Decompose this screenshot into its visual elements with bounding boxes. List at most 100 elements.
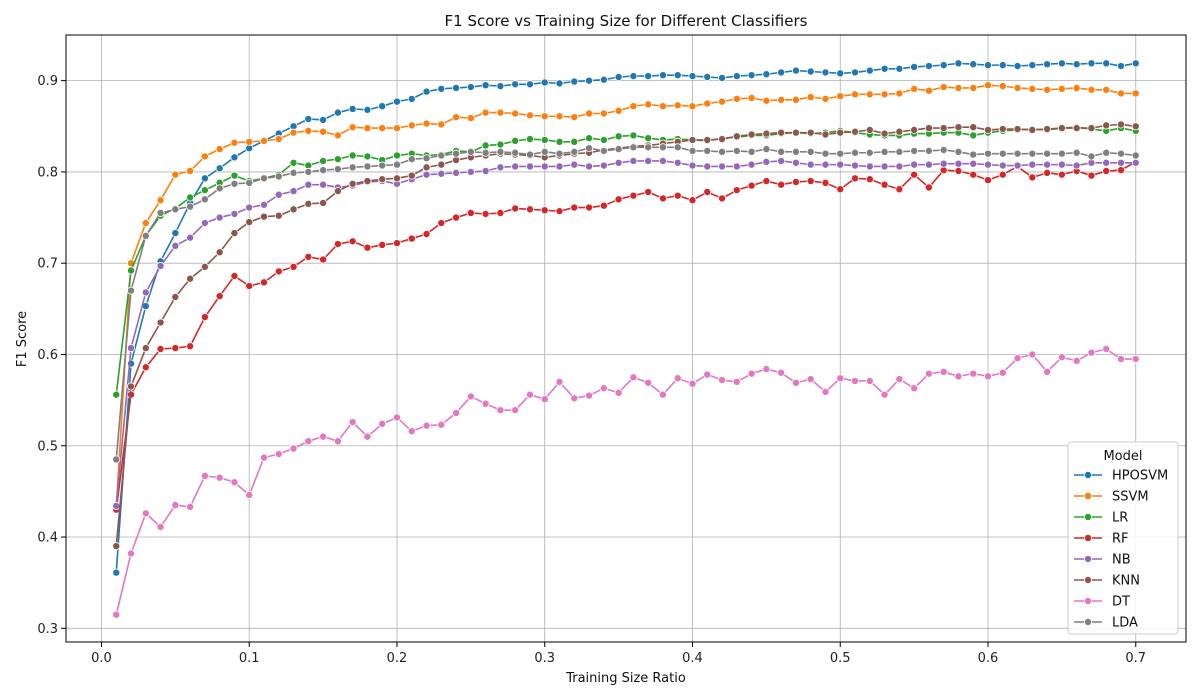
data-point-dt xyxy=(141,509,150,518)
legend-item-hposvm: HPOSVM xyxy=(1074,469,1168,484)
data-point-dt xyxy=(112,610,121,619)
data-point-rf xyxy=(156,344,165,353)
data-point-lda xyxy=(452,149,461,158)
data-point-knn xyxy=(378,175,387,184)
data-point-knn xyxy=(363,177,372,186)
data-point-knn xyxy=(200,262,209,271)
data-point-lda xyxy=(171,205,180,214)
data-point-lda xyxy=(1087,152,1096,161)
data-point-rf xyxy=(259,278,268,287)
data-point-dt xyxy=(452,408,461,417)
data-point-lda xyxy=(363,162,372,171)
data-point-lda xyxy=(984,149,993,158)
data-point-ssvm xyxy=(658,102,667,111)
data-point-lda xyxy=(658,143,667,152)
data-point-nb xyxy=(1131,158,1140,167)
data-point-nb xyxy=(806,160,815,169)
data-point-nb xyxy=(570,160,579,169)
data-point-knn xyxy=(319,198,328,207)
data-point-lda xyxy=(629,143,638,152)
data-point-rf xyxy=(363,243,372,252)
data-point-dt xyxy=(230,478,239,487)
data-point-knn xyxy=(392,174,401,183)
data-point-lr xyxy=(186,193,195,202)
data-point-rf xyxy=(422,229,431,238)
data-point-dt xyxy=(732,377,741,386)
data-point-ssvm xyxy=(1013,83,1022,92)
data-point-rf xyxy=(496,208,505,217)
data-point-lda xyxy=(688,146,697,155)
data-point-nb xyxy=(851,161,860,170)
data-point-nb xyxy=(718,162,727,171)
data-point-rf xyxy=(585,203,594,212)
y-axis-label: F1 Score xyxy=(15,311,30,367)
data-point-ssvm xyxy=(924,86,933,95)
data-point-ssvm xyxy=(319,127,328,136)
data-point-rf xyxy=(186,342,195,351)
data-point-hposvm xyxy=(585,76,594,85)
data-point-lr xyxy=(540,135,549,144)
data-point-lr xyxy=(481,141,490,150)
data-point-ssvm xyxy=(791,95,800,104)
x-tick-label: 0.0 xyxy=(91,651,112,666)
data-point-lda xyxy=(127,286,136,295)
data-point-ssvm xyxy=(171,170,180,179)
data-point-nb xyxy=(1116,158,1125,167)
data-point-lda xyxy=(215,184,224,193)
data-point-lr xyxy=(392,151,401,160)
data-point-lda xyxy=(998,149,1007,158)
data-point-lda xyxy=(703,146,712,155)
data-point-dt xyxy=(304,437,313,446)
data-point-hposvm xyxy=(1057,59,1066,68)
y-tick-label: 0.3 xyxy=(37,622,58,637)
data-point-rf xyxy=(673,191,682,200)
legend-swatch-marker xyxy=(1084,470,1093,479)
data-point-ssvm xyxy=(939,83,948,92)
data-point-rf xyxy=(969,170,978,179)
data-point-knn xyxy=(998,125,1007,134)
data-point-ssvm xyxy=(585,109,594,118)
data-point-nb xyxy=(658,156,667,165)
data-point-rf xyxy=(718,194,727,203)
data-point-dt xyxy=(924,369,933,378)
data-point-nb xyxy=(924,160,933,169)
data-point-lda xyxy=(230,179,239,188)
data-point-lda xyxy=(614,145,623,154)
data-point-lda xyxy=(112,455,121,464)
data-point-ssvm xyxy=(688,102,697,111)
data-point-lr xyxy=(496,140,505,149)
data-point-hposvm xyxy=(998,61,1007,70)
data-point-nb xyxy=(629,156,638,165)
data-point-dt xyxy=(1102,344,1111,353)
data-point-rf xyxy=(289,262,298,271)
data-point-ssvm xyxy=(481,108,490,117)
data-point-knn xyxy=(1028,125,1037,134)
data-point-lda xyxy=(673,143,682,152)
data-point-lda xyxy=(259,174,268,183)
data-point-dt xyxy=(363,432,372,441)
data-point-ssvm xyxy=(732,94,741,103)
data-point-knn xyxy=(348,179,357,188)
y-tick-label: 0.8 xyxy=(37,165,58,180)
data-point-dt xyxy=(555,377,564,386)
data-point-ssvm xyxy=(747,93,756,102)
data-point-hposvm xyxy=(777,68,786,77)
series-line-rf xyxy=(115,161,1137,510)
data-point-dt xyxy=(127,549,136,558)
data-point-knn xyxy=(1013,125,1022,134)
data-point-dt xyxy=(673,374,682,383)
data-point-ssvm xyxy=(718,97,727,106)
data-point-rf xyxy=(525,205,534,214)
x-tick-label: 0.3 xyxy=(534,651,555,666)
data-point-hposvm xyxy=(511,80,520,89)
chart-title: F1 Score vs Training Size for Different … xyxy=(445,12,808,30)
data-point-nb xyxy=(422,170,431,179)
legend-title: Model xyxy=(1103,449,1142,464)
data-point-ssvm xyxy=(156,196,165,205)
data-point-knn xyxy=(304,199,313,208)
data-point-nb xyxy=(245,203,254,212)
data-point-hposvm xyxy=(644,72,653,81)
data-point-ssvm xyxy=(230,138,239,147)
data-point-rf xyxy=(614,195,623,204)
data-point-knn xyxy=(245,218,254,227)
